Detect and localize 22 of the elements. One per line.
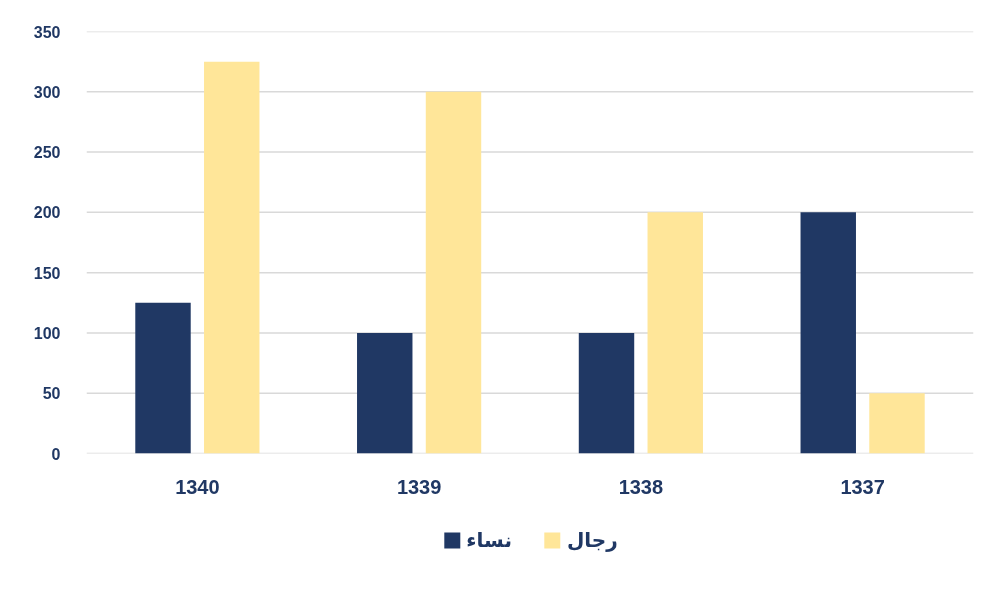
y-tick-label: 350: [33, 23, 61, 41]
y-tick-label: 300: [33, 83, 61, 101]
y-tick-label: 150: [33, 264, 61, 282]
bar: [204, 61, 260, 454]
bar: [578, 332, 635, 454]
bar: [869, 393, 925, 454]
x-tick-label: 1337: [840, 475, 885, 498]
legend-label: نساء: [466, 528, 512, 552]
bar: [800, 212, 856, 454]
y-tick-label: 250: [33, 144, 61, 162]
y-tick-label: 50: [42, 385, 61, 403]
x-tick-label: 1338: [618, 475, 664, 498]
bar: [647, 212, 703, 454]
bar: [425, 91, 482, 454]
x-tick-label: 1339: [396, 475, 442, 498]
y-tick-label: 100: [33, 324, 61, 342]
y-tick-label: 0: [51, 445, 61, 463]
bar: [357, 332, 413, 454]
legend-label: رجال: [566, 528, 618, 552]
bar: [135, 302, 191, 454]
y-tick-label: 200: [33, 204, 61, 222]
x-tick-label: 1340: [175, 475, 220, 498]
